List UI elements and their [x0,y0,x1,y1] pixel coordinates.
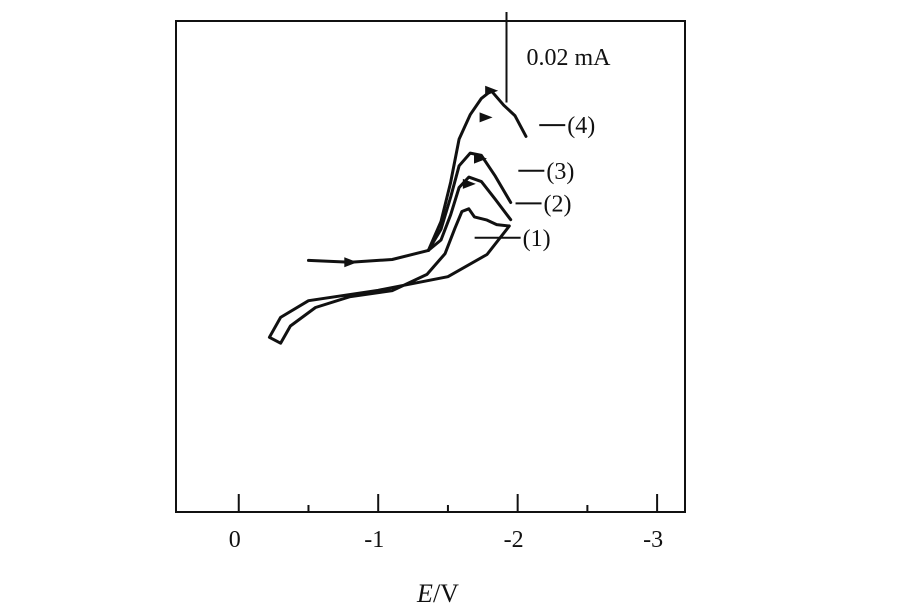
shared-cathodic-branch [307,248,430,264]
x-tick-label: -1 [364,527,384,553]
x-axis-ticks [237,494,659,512]
series-label-3: (3) [546,159,574,185]
direction-arrow [462,178,476,189]
direction-arrow [344,257,358,268]
series-label-1: (1) [523,226,551,252]
x-axis-tick-labels: 0 -1 -2 -3 [229,527,663,553]
direction-arrow [485,85,499,96]
series-layer [267,85,528,345]
direction-arrow [474,153,488,164]
series-curve-1 [267,207,511,345]
series-label-4: (4) [567,113,595,139]
series-curve-4 [426,89,528,252]
x-tick-label: -2 [504,527,524,553]
series-labels: (1) (2) (3) (4) [474,113,595,252]
x-axis-title-unit: /V [433,579,459,608]
x-tick-label: -3 [643,527,663,553]
series-curve-3 [426,151,513,252]
plot-frame [175,20,686,513]
x-tick-label: 0 [229,527,241,553]
direction-arrow [479,112,493,123]
x-axis-title: E/V [416,579,459,608]
scale-bar: 0.02 mA [505,11,612,103]
series-label-2: (2) [544,191,572,217]
scale-bar-label: 0.02 mA [527,45,612,71]
x-axis-title-symbol: E [416,579,433,608]
